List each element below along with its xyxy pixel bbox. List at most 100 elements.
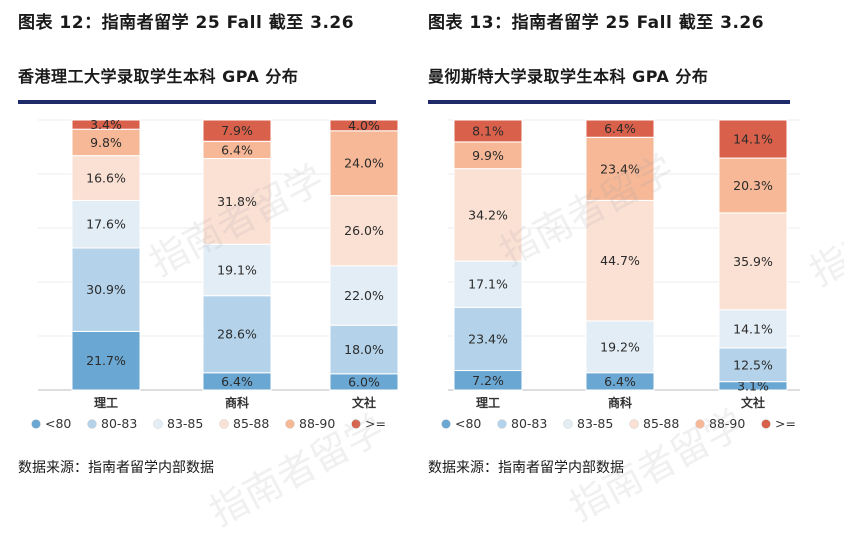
right-chart-panel: 图表 13：指南者留学 25 Fall 截至 3.26 曼彻斯特大学录取学生本科…	[428, 0, 828, 492]
legend-label: 85-88	[233, 416, 269, 431]
legend-label: 85-88	[643, 416, 679, 431]
legend-marker	[87, 419, 97, 429]
bar-segment	[453, 119, 523, 143]
bar-segment	[585, 199, 655, 322]
bar-segment	[718, 212, 788, 311]
data-label: 12.5%	[733, 357, 773, 372]
data-label: 28.6%	[217, 327, 257, 342]
bar-segment	[718, 157, 788, 214]
legend-marker	[695, 419, 705, 429]
legend-label: 88-90	[709, 416, 745, 431]
data-label: 17.6%	[86, 217, 126, 232]
bar-segment	[718, 119, 788, 159]
data-label: 6.4%	[604, 121, 636, 136]
chart-title: 曼彻斯特大学录取学生本科 GPA 分布	[428, 67, 709, 86]
bar-segment	[202, 243, 272, 297]
legend-marker	[219, 419, 229, 429]
gpa-stacked-bar-chart-manchester: 7.2% 23.4% 17.1% 34.2% 9.9% 8.1% 理工 6.4% 19.2% 44…	[441, 119, 800, 431]
legend-label: <80	[455, 416, 481, 431]
category-tick-label: 理工	[94, 396, 118, 410]
data-label: 44.7%	[600, 253, 640, 268]
bar-segment	[585, 119, 655, 138]
data-label: 23.4%	[468, 331, 508, 346]
title-rule	[428, 100, 790, 104]
legend-marker	[761, 419, 771, 429]
data-label: 9.8%	[90, 135, 122, 150]
data-source-note: 数据来源：指南者留学内部数据	[428, 460, 624, 476]
legend-marker	[285, 419, 295, 429]
data-label: 14.1%	[733, 132, 773, 147]
legend-label: >=	[365, 416, 386, 431]
bar-segment	[202, 119, 272, 142]
title-rule	[18, 100, 376, 104]
data-label: 6.4%	[221, 374, 253, 389]
legend-marker	[629, 419, 639, 429]
bar-segment	[329, 265, 399, 326]
data-label: 24.0%	[344, 156, 384, 171]
category-tick-label: 商科	[225, 395, 249, 410]
chart-title: 香港理工大学录取学生本科 GPA 分布	[18, 67, 299, 86]
data-label: 6.0%	[348, 374, 380, 389]
left-chart-panel: 图表 12：指南者留学 25 Fall 截至 3.26 香港理工大学录取学生本科…	[18, 0, 418, 492]
category-tick-label: 文社	[352, 395, 376, 410]
figure-title: 图表 12：指南者留学 25 Fall 截至 3.26	[18, 13, 355, 33]
legend-marker	[31, 419, 41, 429]
bar-segment	[202, 158, 272, 245]
figure-title: 图表 13：指南者留学 25 Fall 截至 3.26	[428, 13, 765, 33]
data-label: 23.4%	[600, 161, 640, 176]
data-label: 26.0%	[344, 223, 384, 238]
data-label: 21.7%	[86, 353, 126, 368]
bar-segment	[453, 168, 523, 262]
bar-segment	[718, 309, 788, 349]
category-tick-label: 文社	[741, 395, 765, 410]
data-label: 4.0%	[348, 118, 380, 133]
data-label: 19.1%	[217, 262, 257, 277]
data-label: 30.9%	[86, 282, 126, 297]
data-label: 20.3%	[733, 178, 773, 193]
bar-segment	[585, 320, 655, 374]
data-label: 9.9%	[472, 148, 504, 163]
legend-label: 83-85	[577, 416, 613, 431]
data-label: 34.2%	[468, 207, 508, 222]
legend-label: 88-90	[299, 416, 335, 431]
category-tick-label: 理工	[476, 396, 500, 410]
data-label: 6.4%	[604, 374, 636, 389]
data-label: 16.6%	[86, 171, 126, 186]
bar-segment	[71, 119, 141, 130]
bar-segment	[453, 306, 523, 372]
data-source-note: 数据来源：指南者留学内部数据	[18, 460, 214, 476]
legend-marker	[563, 419, 573, 429]
legend-label: 83-85	[167, 416, 203, 431]
bar-segment	[71, 128, 141, 157]
bar-segment	[453, 141, 523, 170]
legend-marker	[441, 419, 451, 429]
bar-segment	[329, 324, 399, 375]
data-label: 35.9%	[733, 254, 773, 269]
bar-segment	[202, 295, 272, 374]
category-tick-label: 商科	[608, 395, 632, 410]
bar-segment	[329, 119, 399, 132]
data-label: 6.4%	[221, 142, 253, 157]
legend-marker	[497, 419, 507, 429]
data-label: 3.4%	[90, 117, 122, 132]
gpa-stacked-bar-chart-polyu: 21.7% 30.9% 17.6% 16.6% 9.8% 3.4% 理工 6.4% 28.6% 1…	[31, 117, 399, 431]
data-label: 19.2%	[600, 339, 640, 354]
data-label: 7.9%	[221, 123, 253, 138]
legend-label: <80	[45, 416, 71, 431]
legend-label: 80-83	[101, 416, 137, 431]
data-label: 18.0%	[344, 342, 384, 357]
bar-segment	[453, 260, 523, 308]
legend-label: 80-83	[511, 416, 547, 431]
bar-segment	[71, 155, 141, 201]
data-label: 22.0%	[344, 288, 384, 303]
legend-marker	[153, 419, 163, 429]
legend-label: >=	[775, 416, 796, 431]
bar-segment	[585, 136, 655, 201]
data-label: 14.1%	[733, 321, 773, 336]
bar-segment	[71, 199, 141, 249]
bar-segment	[71, 247, 141, 332]
data-label: 31.8%	[217, 194, 257, 209]
data-label: 7.2%	[472, 373, 504, 388]
legend-marker	[351, 419, 361, 429]
data-label: 8.1%	[472, 123, 504, 138]
